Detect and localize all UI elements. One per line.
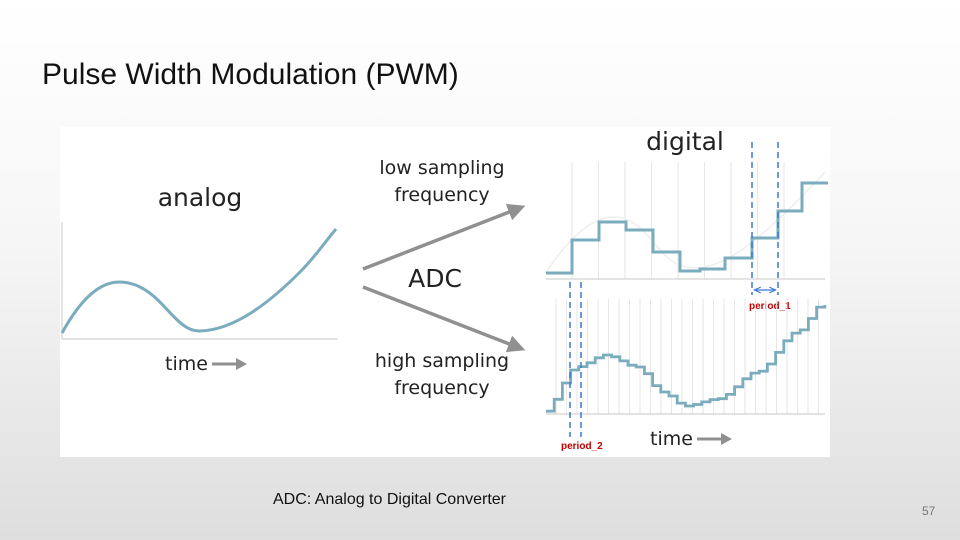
slide-title: Pulse Width Modulation (PWM)	[42, 58, 459, 91]
low-sampling-label-line2: frequency	[394, 184, 489, 206]
adc-label: ADC	[408, 264, 462, 293]
analog-signal-curve	[60, 228, 338, 334]
high-sampling-label-line1: high sampling	[375, 350, 509, 372]
analog-time-arrow-icon	[212, 358, 247, 370]
analog-label: analog	[158, 183, 243, 212]
high-sampling-grid	[555, 299, 819, 414]
high-sampling-arrow-icon	[362, 285, 526, 353]
low-sampling-label-line1: low sampling	[379, 157, 504, 179]
analog-time-label: time	[165, 353, 208, 375]
high-sampling-step-signal	[546, 305, 827, 413]
high-sampling-step-path	[546, 305, 827, 413]
digital-time-arrow-icon	[697, 433, 732, 445]
page-number: 57	[922, 504, 936, 518]
low-sampling-arrow-icon	[362, 203, 526, 271]
slide-caption: ADC: Analog to Digital Converter	[273, 491, 506, 508]
period-1-label: period_1	[749, 301, 791, 312]
adc-diagram: analog time low sampling frequency ADC h…	[60, 127, 828, 452]
low-sampling-reference-curve	[545, 171, 826, 273]
digital-time-label: time	[650, 428, 693, 450]
low-sampling-step-signal	[546, 181, 828, 275]
digital-label: digital	[646, 127, 724, 156]
period-2-label: period_2	[561, 441, 603, 452]
high-sampling-label-line2: frequency	[394, 377, 489, 399]
figure-panel: analog time low sampling frequency ADC h…	[60, 127, 830, 457]
